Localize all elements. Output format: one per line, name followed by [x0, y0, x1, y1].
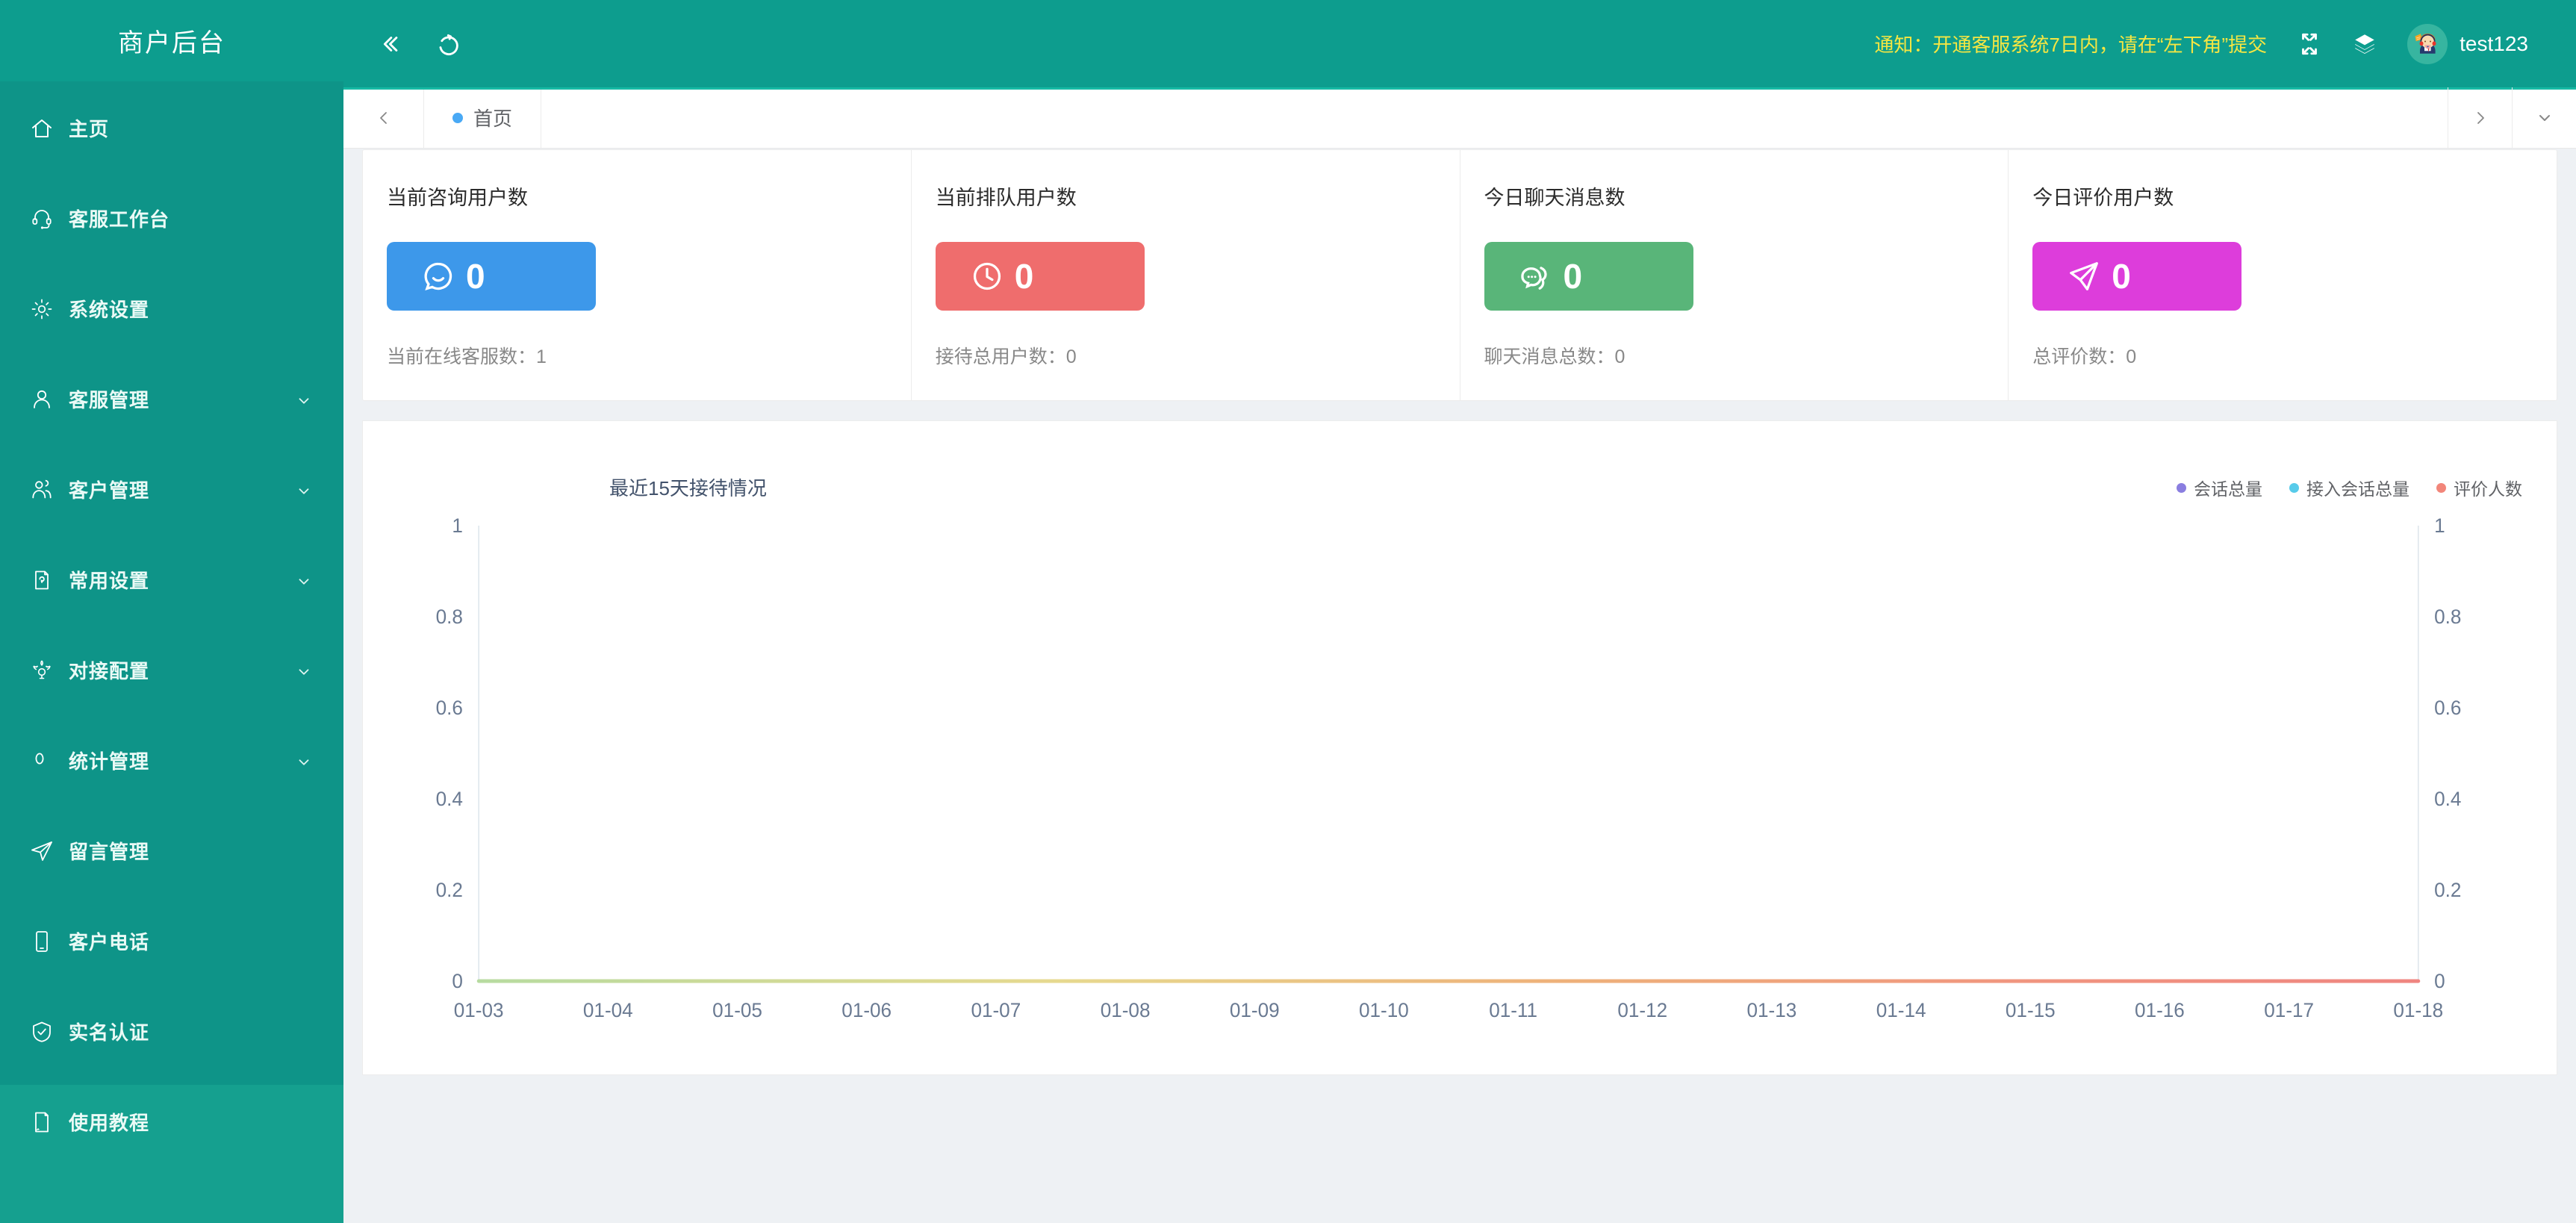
svg-text:0.6: 0.6 [436, 697, 463, 719]
svg-text:0: 0 [2434, 970, 2445, 992]
svg-text:01-17: 01-17 [2264, 999, 2314, 1021]
svg-text:0.4: 0.4 [436, 788, 463, 810]
svg-text:01-16: 01-16 [2135, 999, 2185, 1021]
svg-text:01-04: 01-04 [583, 999, 633, 1021]
svg-text:01-15: 01-15 [2006, 999, 2056, 1021]
svg-text:01-10: 01-10 [1359, 999, 1409, 1021]
svg-text:01-03: 01-03 [454, 999, 504, 1021]
svg-text:01-13: 01-13 [1747, 999, 1797, 1021]
svg-text:01-12: 01-12 [1617, 999, 1667, 1021]
svg-text:0.2: 0.2 [2434, 879, 2461, 901]
svg-text:01-08: 01-08 [1101, 999, 1151, 1021]
svg-text:1: 1 [2434, 514, 2445, 537]
svg-text:0.2: 0.2 [436, 879, 463, 901]
svg-text:0.8: 0.8 [2434, 606, 2461, 628]
svg-text:0.6: 0.6 [2434, 697, 2461, 719]
svg-text:01-09: 01-09 [1230, 999, 1280, 1021]
svg-text:0.8: 0.8 [436, 606, 463, 628]
svg-text:0: 0 [452, 970, 463, 992]
svg-text:01-11: 01-11 [1489, 999, 1537, 1021]
svg-text:01-06: 01-06 [841, 999, 892, 1021]
svg-text:01-18: 01-18 [2393, 999, 2443, 1021]
svg-text:01-07: 01-07 [971, 999, 1021, 1021]
svg-text:01-05: 01-05 [712, 999, 762, 1021]
svg-text:1: 1 [452, 514, 463, 537]
svg-text:0.4: 0.4 [2434, 788, 2461, 810]
svg-text:01-14: 01-14 [1876, 999, 1926, 1021]
